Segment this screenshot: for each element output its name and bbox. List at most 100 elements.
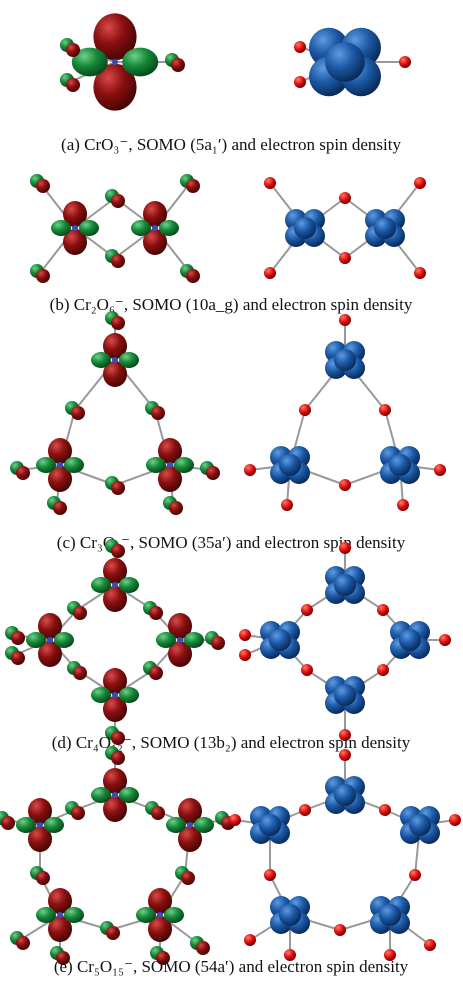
spin-blob — [379, 904, 401, 926]
caption: (d) Cr₄O₁₂⁻, SOMO (13b₂) and electron sp… — [52, 733, 411, 752]
lobe — [79, 220, 99, 236]
cr-atom — [157, 912, 163, 918]
orbital-image — [30, 174, 200, 283]
cr-atom — [112, 357, 118, 363]
lobe — [194, 817, 214, 833]
spin-density-image — [244, 314, 446, 511]
cr-atom — [177, 637, 183, 643]
lobe — [64, 907, 84, 923]
spin-blob — [399, 629, 421, 651]
o-atom — [339, 542, 351, 554]
o-lobe — [206, 466, 220, 480]
lobe — [159, 220, 179, 236]
lobe — [119, 352, 139, 368]
o-atom — [397, 499, 409, 511]
o-lobe — [181, 871, 195, 885]
o-lobe — [106, 926, 120, 940]
lobe — [64, 457, 84, 473]
o-lobe — [169, 501, 183, 515]
o-lobe — [16, 466, 30, 480]
o-lobe — [66, 78, 80, 92]
o-atom — [301, 604, 313, 616]
o-lobe — [36, 871, 50, 885]
o-atom — [299, 804, 311, 816]
cr-atom — [37, 822, 43, 828]
lobe — [44, 817, 64, 833]
spin-density-image — [264, 177, 426, 279]
orbital-image — [10, 311, 220, 515]
cr-atom — [72, 225, 78, 231]
spin-density-image — [239, 542, 451, 741]
lobe — [36, 457, 56, 473]
o-lobe — [71, 806, 85, 820]
o-atom — [294, 41, 306, 53]
caption: (b) Cr₂O₆⁻, SOMO (10a_g) and electron sp… — [50, 295, 413, 314]
o-atom — [424, 939, 436, 951]
lobe — [156, 632, 176, 648]
lobe — [119, 687, 139, 703]
o-atom — [264, 869, 276, 881]
o-atom — [339, 749, 351, 761]
o-lobe — [1, 816, 15, 830]
o-lobe — [151, 406, 165, 420]
lobe — [146, 457, 166, 473]
lobe — [164, 907, 184, 923]
o-lobe — [149, 606, 163, 620]
cr-atom — [187, 822, 193, 828]
lobe — [91, 577, 111, 593]
caption: (a) CrO₃⁻, SOMO (5a₁′) and electron spin… — [61, 135, 401, 154]
o-lobe — [66, 43, 80, 57]
lobe — [119, 787, 139, 803]
cr-atom — [112, 582, 118, 588]
o-atom — [379, 804, 391, 816]
o-atom — [264, 267, 276, 279]
o-lobe — [111, 316, 125, 330]
o-atom — [339, 314, 351, 326]
cr-atom — [47, 637, 53, 643]
o-atom — [294, 76, 306, 88]
o-lobe — [186, 179, 200, 193]
lobe — [91, 352, 111, 368]
cr-atom — [112, 59, 118, 65]
spin-blob — [294, 217, 316, 239]
spin-blob — [259, 814, 281, 836]
o-atom — [281, 499, 293, 511]
o-lobe — [186, 269, 200, 283]
lobe — [54, 632, 74, 648]
o-atom — [414, 267, 426, 279]
spin-blob — [334, 349, 356, 371]
o-atom — [409, 869, 421, 881]
o-lobe — [151, 806, 165, 820]
lobe — [136, 907, 156, 923]
lobe — [122, 48, 158, 77]
o-atom — [244, 934, 256, 946]
o-atom — [439, 634, 451, 646]
o-atom — [299, 404, 311, 416]
lobe — [91, 787, 111, 803]
o-atom — [379, 404, 391, 416]
o-atom — [414, 177, 426, 189]
o-atom — [339, 192, 351, 204]
o-atom — [301, 664, 313, 676]
o-atom — [244, 464, 256, 476]
spin-blob — [325, 42, 365, 82]
o-atom — [339, 479, 351, 491]
cr-atom — [112, 692, 118, 698]
o-lobe — [71, 406, 85, 420]
lobe — [16, 817, 36, 833]
o-lobe — [11, 631, 25, 645]
o-atom — [339, 252, 351, 264]
spin-density-image — [229, 749, 461, 961]
lobe — [36, 907, 56, 923]
spin-blob — [279, 454, 301, 476]
lobe — [119, 577, 139, 593]
lobe — [51, 220, 71, 236]
lobe — [184, 632, 204, 648]
lobe — [174, 457, 194, 473]
o-lobe — [111, 751, 125, 765]
caption: (e) Cr₅O₁₅⁻, SOMO (54a′) and electron sp… — [54, 957, 409, 976]
o-atom — [239, 629, 251, 641]
o-lobe — [149, 666, 163, 680]
o-lobe — [111, 254, 125, 268]
spin-blob — [409, 814, 431, 836]
